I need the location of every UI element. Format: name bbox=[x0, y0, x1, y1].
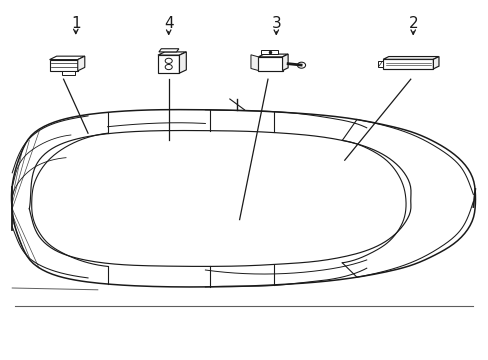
Polygon shape bbox=[49, 56, 84, 60]
Polygon shape bbox=[377, 61, 383, 67]
Polygon shape bbox=[159, 49, 179, 52]
Text: 2: 2 bbox=[407, 16, 417, 31]
Text: 4: 4 bbox=[163, 16, 173, 31]
Polygon shape bbox=[250, 55, 258, 71]
Polygon shape bbox=[179, 52, 186, 73]
Polygon shape bbox=[78, 56, 84, 71]
Circle shape bbox=[165, 58, 172, 63]
Circle shape bbox=[297, 62, 305, 68]
Polygon shape bbox=[49, 60, 78, 71]
Polygon shape bbox=[158, 52, 186, 55]
Polygon shape bbox=[258, 57, 282, 71]
Polygon shape bbox=[258, 54, 287, 57]
Polygon shape bbox=[261, 50, 277, 54]
Polygon shape bbox=[61, 71, 75, 75]
Polygon shape bbox=[432, 57, 438, 69]
Polygon shape bbox=[158, 55, 179, 73]
Polygon shape bbox=[282, 54, 287, 71]
Polygon shape bbox=[383, 59, 432, 69]
Circle shape bbox=[165, 64, 172, 69]
Text: 1: 1 bbox=[71, 16, 81, 31]
Text: 3: 3 bbox=[271, 16, 281, 31]
Polygon shape bbox=[383, 57, 438, 59]
